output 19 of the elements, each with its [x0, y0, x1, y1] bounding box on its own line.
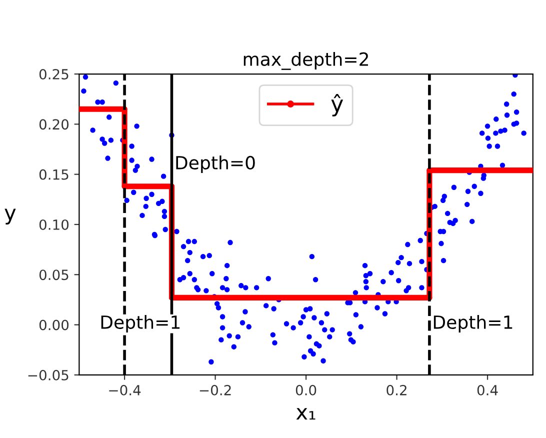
annotation: Depth=0: [176, 156, 255, 174]
y-tick-label: 0.15: [39, 169, 68, 180]
x-tick-label: 0.0: [296, 384, 316, 396]
y-tick-label: 0.10: [39, 219, 69, 230]
x-axis-title: x₁: [296, 408, 316, 420]
y-tick-label: −0.05: [28, 370, 68, 380]
x-tick-label: 0.2: [386, 384, 406, 396]
y-tick-label: 0.05: [39, 270, 68, 280]
legend-label: ŷ: [331, 94, 344, 116]
annotation: Depth=1: [101, 315, 180, 333]
annotation: Depth=1: [434, 315, 512, 333]
x-tick-label: −0.4: [109, 384, 141, 396]
y-tick-label: 0.25: [39, 68, 68, 80]
x-tick-label: 0.4: [477, 384, 498, 396]
x-tick-label: −0.2: [200, 384, 231, 396]
chart-title: max_depth=2: [244, 52, 368, 70]
y-tick-label: 0.00: [39, 320, 69, 330]
y-tick-label: 0.20: [39, 119, 69, 130]
y-axis-title: y: [4, 208, 16, 224]
